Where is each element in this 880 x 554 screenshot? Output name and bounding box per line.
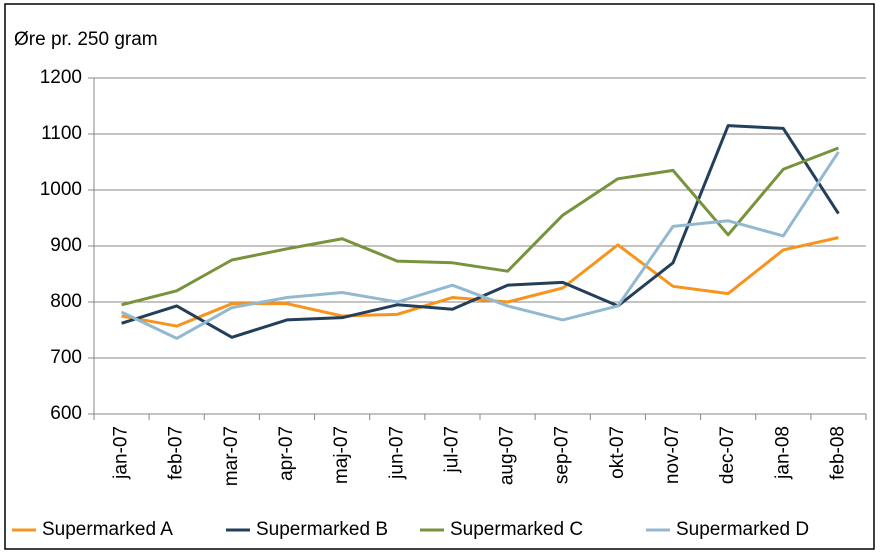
y-tick-label: 1000 bbox=[40, 179, 82, 200]
x-tick-label: apr-07 bbox=[276, 426, 297, 481]
series-line bbox=[121, 146, 839, 307]
legend-label: Supermarked B bbox=[256, 519, 388, 540]
legend-label: Supermarked D bbox=[676, 519, 809, 540]
y-tick-label: 1100 bbox=[41, 123, 82, 144]
y-tick-label: 800 bbox=[50, 291, 82, 312]
x-tick-label: jan-08 bbox=[772, 426, 793, 480]
x-tick-label: jul-07 bbox=[441, 426, 462, 473]
series-line bbox=[121, 236, 839, 328]
x-tick-label: feb-08 bbox=[827, 426, 848, 480]
y-tick-label: 1200 bbox=[40, 67, 82, 88]
x-tick-label: dec-07 bbox=[717, 426, 738, 484]
series-line bbox=[121, 124, 840, 339]
x-tick-label: mar-07 bbox=[221, 426, 242, 486]
x-tick-label: nov-07 bbox=[662, 426, 683, 484]
chart-frame bbox=[4, 3, 875, 550]
y-tick-label: 700 bbox=[50, 347, 82, 368]
x-tick-label: okt-07 bbox=[607, 426, 628, 479]
x-tick-label: maj-07 bbox=[331, 426, 352, 484]
y-tick-label: 600 bbox=[50, 403, 82, 424]
legend-label: Supermarked A bbox=[42, 519, 173, 540]
x-tick-label: feb-07 bbox=[166, 426, 187, 480]
x-tick-label: jan-07 bbox=[111, 426, 132, 480]
x-tick-label: jun-07 bbox=[386, 426, 407, 480]
legend-label: Supermarked C bbox=[450, 519, 583, 540]
y-tick-label: 900 bbox=[50, 235, 82, 256]
x-tick-label: aug-07 bbox=[497, 426, 518, 485]
series-line bbox=[120, 151, 840, 340]
y-axis-label: Øre pr. 250 gram bbox=[14, 29, 158, 50]
x-tick-label: sep-07 bbox=[552, 426, 573, 484]
